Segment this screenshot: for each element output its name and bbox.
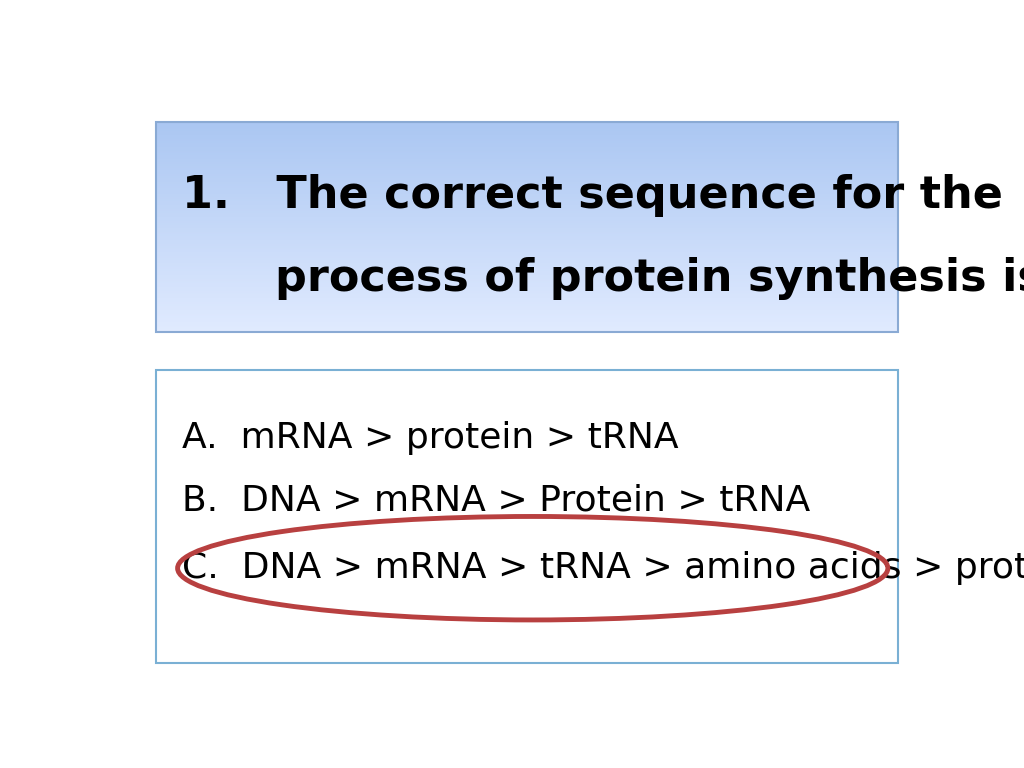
Text: A.  mRNA > protein > tRNA: A. mRNA > protein > tRNA [182, 421, 679, 455]
Text: C.  DNA > mRNA > tRNA > amino acids > protein: C. DNA > mRNA > tRNA > amino acids > pro… [182, 551, 1024, 585]
Text: process of protein synthesis is: process of protein synthesis is [182, 257, 1024, 300]
Text: B.  DNA > mRNA > Protein > tRNA: B. DNA > mRNA > Protein > tRNA [182, 483, 810, 517]
FancyBboxPatch shape [156, 370, 898, 663]
Text: 1.   The correct sequence for the: 1. The correct sequence for the [182, 174, 1002, 217]
